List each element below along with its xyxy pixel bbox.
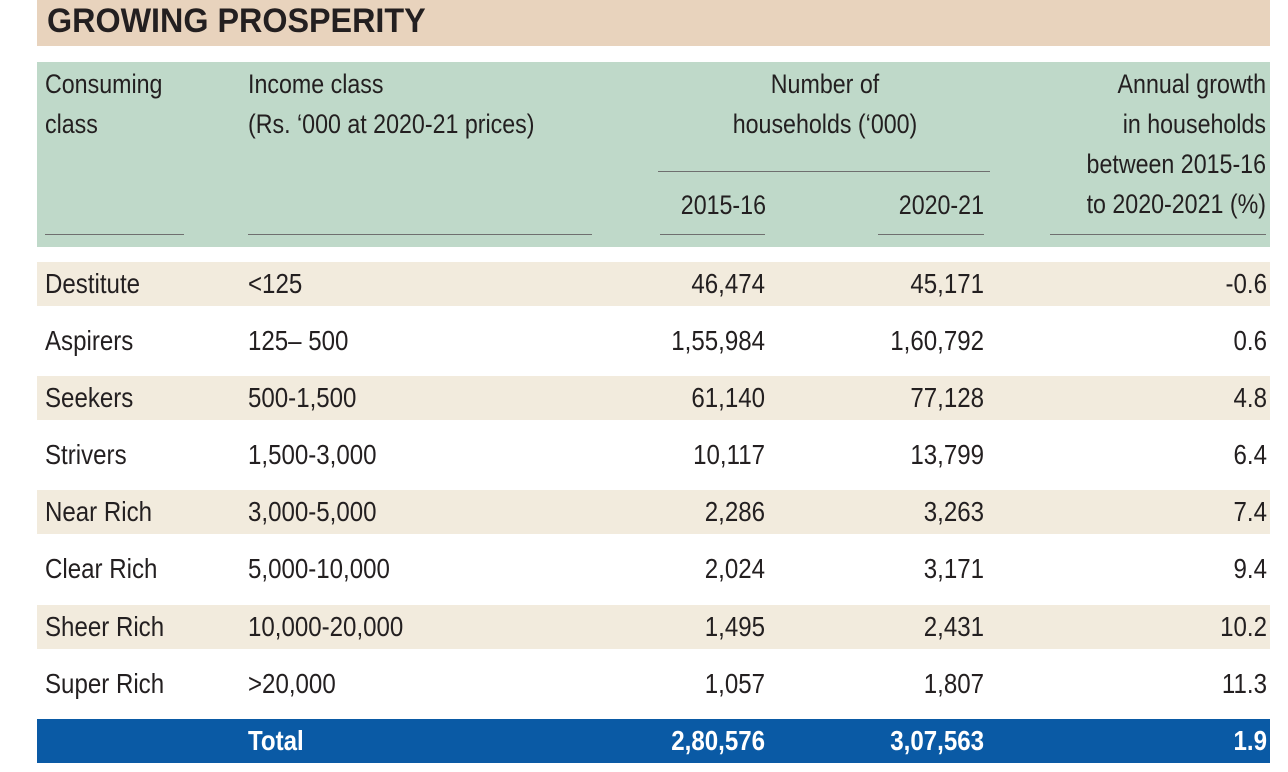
- consuming-class-cell: Super Rich: [45, 668, 165, 699]
- header-growth-line1: Annual growth: [1117, 69, 1266, 99]
- table-row: Sheer Rich 10,000-20,000 1,495 2,431 10.…: [37, 605, 1270, 649]
- col4-underline: [1050, 234, 1266, 235]
- table-row: Seekers 500-1,500 61,140 77,128 4.8: [37, 376, 1270, 420]
- header-growth-line2: in households: [1122, 109, 1266, 139]
- table-row: Near Rich 3,000-5,000 2,286 3,263 7.4: [37, 490, 1270, 534]
- households-2020-21-cell: 3,171: [923, 553, 984, 584]
- income-class-cell: 1,500-3,000: [248, 439, 377, 470]
- income-class-cell: 500-1,500: [248, 382, 357, 413]
- table-row: Super Rich >20,000 1,057 1,807 11.3: [37, 662, 1270, 706]
- growth-cell: 0.6: [1233, 325, 1267, 356]
- table-row: Destitute <125 46,474 45,171 -0.6: [37, 262, 1270, 306]
- households-2015-16-cell: 10,117: [693, 439, 765, 470]
- income-class-cell: 10,000-20,000: [248, 611, 404, 642]
- table-title: GROWING PROSPERITY: [47, 2, 426, 40]
- col3a-underline: [660, 234, 765, 235]
- consuming-class-cell: Seekers: [45, 382, 134, 413]
- households-2015-16-cell: 1,495: [704, 611, 765, 642]
- header-growth-line4: to 2020-2021 (%): [1086, 189, 1266, 219]
- households-2015-16-cell: 2,286: [704, 496, 765, 527]
- header-growth-line3: between 2015-16: [1086, 149, 1266, 179]
- total-row: Total 2,80,576 3,07,563 1.9: [37, 719, 1270, 763]
- table-row: Strivers 1,500-3,000 10,117 13,799 6.4: [37, 433, 1270, 477]
- growth-cell: 10.2: [1220, 611, 1267, 642]
- header-households-line1: Number of: [770, 69, 880, 99]
- col2-underline: [248, 234, 592, 235]
- total-households-2015-16: 2,80,576: [671, 725, 765, 756]
- income-class-cell: >20,000: [248, 668, 336, 699]
- consuming-class-cell: Near Rich: [45, 496, 153, 527]
- total-households-2020-21: 3,07,563: [890, 725, 984, 756]
- growth-cell: 6.4: [1233, 439, 1267, 470]
- header-income-class-line2: (Rs. ‘000 at 2020-21 prices): [248, 109, 535, 139]
- title-bar: GROWING PROSPERITY: [37, 0, 1270, 46]
- growth-cell: -0.6: [1225, 268, 1267, 299]
- households-2020-21-cell: 1,807: [923, 668, 984, 699]
- growth-cell: 11.3: [1221, 668, 1267, 699]
- households-2020-21-cell: 77,128: [910, 382, 984, 413]
- header-income-class-line1: Income class: [248, 69, 384, 99]
- growth-cell: 7.4: [1233, 496, 1267, 527]
- households-2020-21-cell: 45,171: [910, 268, 984, 299]
- households-2020-21-cell: 2,431: [923, 611, 984, 642]
- consuming-class-cell: Destitute: [45, 268, 141, 299]
- consuming-class-cell: Sheer Rich: [45, 611, 165, 642]
- households-2020-21-cell: 3,263: [923, 496, 984, 527]
- header-year-2015-16: 2015-16: [680, 190, 766, 220]
- income-class-cell: <125: [248, 268, 303, 299]
- table-row: Aspirers 125– 500 1,55,984 1,60,792 0.6: [37, 319, 1270, 363]
- households-2015-16-cell: 1,057: [704, 668, 765, 699]
- header-consuming-class-line1: Consuming: [45, 69, 163, 99]
- households-2015-16-cell: 2,024: [704, 553, 765, 584]
- col1-underline: [45, 234, 184, 235]
- table-row: Clear Rich 5,000-10,000 2,024 3,171 9.4: [37, 547, 1270, 591]
- consuming-class-cell: Aspirers: [45, 325, 134, 356]
- col3b-underline: [878, 234, 984, 235]
- income-class-cell: 125– 500: [248, 325, 349, 356]
- consuming-class-cell: Clear Rich: [45, 553, 158, 584]
- households-2015-16-cell: 61,140: [691, 382, 765, 413]
- header-households-line2: households (‘000): [732, 109, 918, 139]
- header-year-2020-21: 2020-21: [898, 190, 984, 220]
- households-2020-21-cell: 1,60,792: [890, 325, 984, 356]
- total-label: Total: [248, 725, 304, 756]
- consuming-class-cell: Strivers: [45, 439, 127, 470]
- table-header: [37, 62, 1270, 247]
- header-consuming-class-line2: class: [45, 109, 98, 139]
- households-2020-21-cell: 13,799: [910, 439, 984, 470]
- growth-cell: 9.4: [1233, 553, 1267, 584]
- households-2015-16-cell: 1,55,984: [671, 325, 765, 356]
- growth-cell: 4.8: [1233, 382, 1267, 413]
- income-class-cell: 5,000-10,000: [248, 553, 390, 584]
- income-class-cell: 3,000-5,000: [248, 496, 377, 527]
- total-growth: 1.9: [1233, 725, 1267, 756]
- households-2015-16-cell: 46,474: [691, 268, 765, 299]
- households-span-rule: [658, 171, 990, 172]
